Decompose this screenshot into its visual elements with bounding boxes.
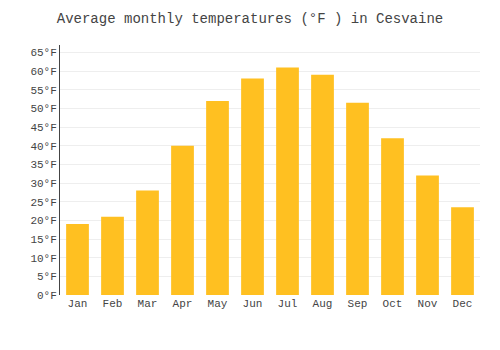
svg-text:65°F: 65°F xyxy=(30,47,56,59)
svg-text:Jul: Jul xyxy=(278,298,298,310)
svg-text:60°F: 60°F xyxy=(30,66,56,78)
svg-text:5°F: 5°F xyxy=(37,271,57,283)
svg-text:Feb: Feb xyxy=(103,298,123,310)
svg-text:20°F: 20°F xyxy=(30,215,56,227)
svg-text:10°F: 10°F xyxy=(30,253,56,265)
svg-text:Sep: Sep xyxy=(348,298,368,310)
svg-text:30°F: 30°F xyxy=(30,178,56,190)
svg-text:Jan: Jan xyxy=(68,298,88,310)
svg-text:55°F: 55°F xyxy=(30,85,56,97)
svg-text:25°F: 25°F xyxy=(30,197,56,209)
svg-text:35°F: 35°F xyxy=(30,159,56,171)
svg-text:Dec: Dec xyxy=(453,298,473,310)
svg-text:Aug: Aug xyxy=(313,298,333,310)
svg-text:40°F: 40°F xyxy=(30,141,56,153)
svg-text:50°F: 50°F xyxy=(30,103,56,115)
svg-text:Apr: Apr xyxy=(173,298,193,310)
svg-text:0°F: 0°F xyxy=(37,290,57,302)
svg-text:15°F: 15°F xyxy=(30,234,56,246)
svg-text:Mar: Mar xyxy=(138,298,158,310)
svg-text:May: May xyxy=(208,298,228,310)
svg-text:Nov: Nov xyxy=(418,298,438,310)
svg-text:Oct: Oct xyxy=(383,298,403,310)
svg-text:45°F: 45°F xyxy=(30,122,56,134)
svg-text:Average monthly temperatures (: Average monthly temperatures (°F ) in Ce… xyxy=(57,11,443,27)
svg-text:Jun: Jun xyxy=(243,298,263,310)
